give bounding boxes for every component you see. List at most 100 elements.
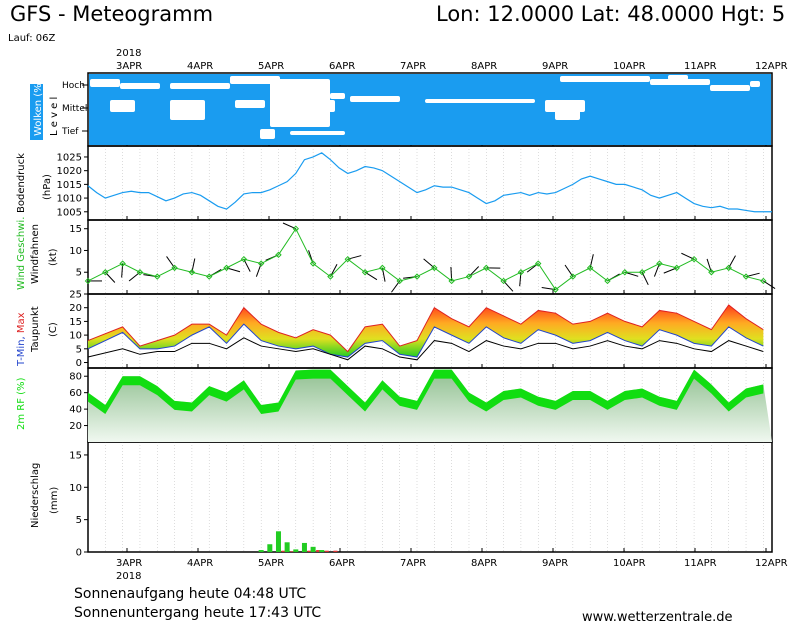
cloud-cover-block (425, 99, 535, 103)
wind-speed-marker (292, 225, 300, 232)
cloud-cover-block (555, 110, 580, 120)
wind-speed-marker (206, 273, 213, 280)
cloud-cover-block (350, 96, 400, 102)
wind-speed-marker (171, 264, 178, 272)
ytick-label: 1010 (57, 194, 82, 205)
tmax-line (87, 304, 764, 353)
precip-bar-largescale (281, 550, 286, 552)
cloud-level-label: Hoch (62, 81, 85, 91)
wind-speed-marker (188, 269, 196, 276)
wind-barb (503, 280, 514, 292)
precip-bar-convective (258, 550, 264, 552)
ytick-label: 15 (69, 224, 82, 235)
wind-speed-marker (327, 273, 334, 280)
wind-speed-marker (102, 269, 109, 276)
run-label: Lauf: 06Z (8, 33, 56, 44)
ytick-label: 10 (69, 331, 82, 342)
precip-axis-label: Niederschlag (30, 463, 41, 528)
wind-barb (391, 280, 401, 293)
panel-frame-pressure (87, 145, 773, 221)
cloud-label-bg (30, 84, 43, 140)
wind-speed-marker (656, 260, 663, 267)
cloud-cover-block (590, 76, 610, 80)
wind-speed-marker (690, 255, 698, 263)
wind-speed-marker (552, 286, 559, 293)
cloud-cover-block (270, 79, 330, 127)
temperature-axis-label: T-Min, Max (16, 312, 27, 367)
wind-speed-marker (483, 264, 490, 272)
date-label-top: 4APR (187, 61, 213, 72)
wind-speed-marker (725, 264, 732, 272)
humidity-top-band (88, 369, 764, 414)
wind-speed-marker (396, 277, 403, 285)
wind-barb (166, 256, 175, 269)
ytick-label: 40 (69, 405, 82, 416)
date-label-bottom: 3APR (116, 558, 142, 569)
wind-speed-marker (240, 255, 248, 263)
location-info: Lon: 12.0000 Lat: 48.0000 Hgt: 5 (436, 2, 786, 26)
date-label-bottom: 7APR (400, 558, 426, 569)
date-label-bottom: 8APR (471, 558, 497, 569)
wind-barb (468, 266, 480, 277)
cloud-cover-block (260, 129, 275, 139)
date-label-bottom: 6APR (329, 558, 355, 569)
wind-speed-marker (569, 273, 577, 280)
cloud-cover-block (650, 79, 710, 85)
cloud-cover-block (90, 79, 120, 87)
wind-speed-marker (275, 251, 282, 259)
date-label-bottom: 9APR (542, 558, 568, 569)
ytick-label: 0 (76, 358, 82, 369)
ytick-label: 5 (76, 515, 82, 526)
temperature-unit-label: (C) (48, 322, 59, 337)
precip-bar-convective (267, 544, 273, 552)
tmax-label: Max (16, 312, 27, 336)
date-label-top: 9APR (542, 61, 568, 72)
precip-bar-convective (301, 542, 307, 552)
precip-bar-convective (275, 531, 281, 552)
wind-axis-label: Wind Geschwi. (16, 217, 27, 290)
cloud-cover-block (170, 100, 205, 120)
wind-speed-marker (413, 273, 421, 280)
ytick-label: 5 (76, 344, 82, 355)
tmin-label: T-Min, (16, 336, 27, 367)
pressure-line (87, 152, 772, 213)
cloud-cover-block (230, 76, 280, 84)
wind-speed-line (87, 227, 764, 291)
temperature-range-fill (88, 304, 764, 358)
precip-bar-largescale (316, 550, 321, 552)
sunrise-text: Sonnenaufgang heute 04:48 UTC (74, 586, 307, 602)
wind-speed-marker (361, 269, 369, 276)
date-label-top: 11APR (684, 61, 717, 72)
ytick-label: 20 (69, 421, 82, 432)
date-label-bottom: 5APR (258, 558, 284, 569)
cloud-level-label: Mittel (62, 104, 87, 114)
cloud-cover-block (330, 93, 345, 99)
ytick-label: 1025 (57, 152, 82, 163)
date-label-top: 6APR (329, 61, 355, 72)
year-label-bottom: 2018 (116, 571, 141, 582)
cloud-cover-block (668, 75, 688, 80)
date-label-bottom: 11APR (684, 558, 717, 569)
wind-barb (364, 271, 378, 281)
date-label-top: 7APR (400, 61, 426, 72)
ytick-label: 1005 (57, 207, 82, 218)
cloud-cover-block (710, 85, 750, 91)
precip-bar-largescale (290, 551, 295, 552)
wind-speed-marker (379, 264, 386, 272)
cloud-cover-block (110, 100, 135, 112)
date-label-top: 3APR (116, 61, 142, 72)
wind-speed-marker (223, 264, 230, 272)
wind-speed-marker (465, 273, 473, 280)
date-label-top: 12APR (755, 61, 788, 72)
ytick-label: 1015 (57, 180, 82, 191)
cloud-cover-block (120, 83, 160, 89)
wind-speed-marker (448, 277, 455, 285)
ytick-label: 15 (69, 450, 82, 461)
ytick-label: 1020 (57, 166, 82, 177)
ytick-label: 10 (69, 246, 82, 257)
wind-speed-marker (344, 255, 351, 263)
website-label: www.wetterzentrale.de (582, 610, 733, 625)
panel-frame-wind (87, 219, 773, 295)
windflag-axis-label: Windfahnen (30, 224, 41, 284)
